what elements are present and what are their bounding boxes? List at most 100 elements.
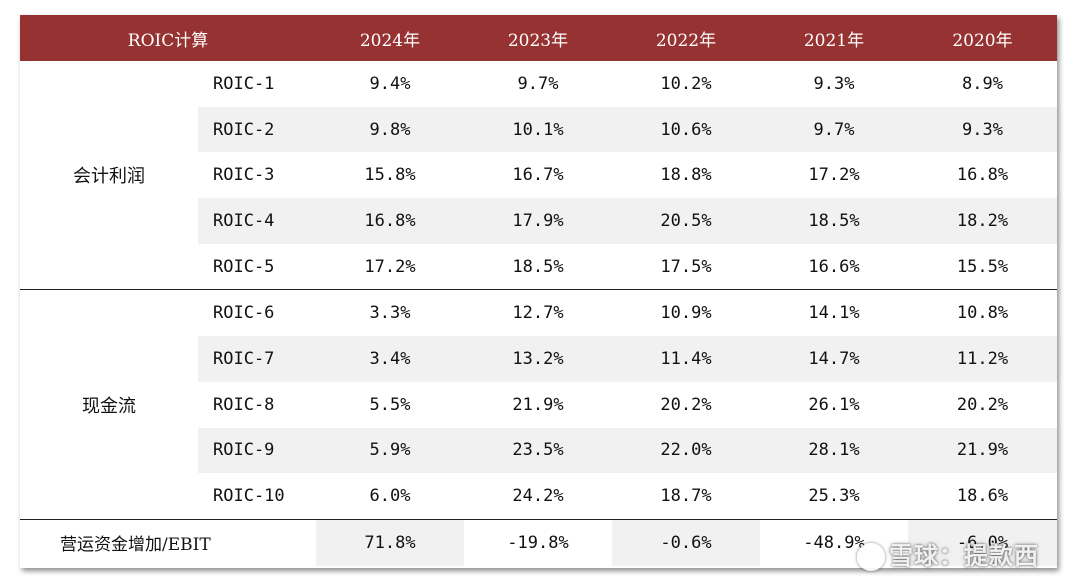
- value-cell: 20.5%: [612, 198, 760, 244]
- table-row: ROIC-9 5.9% 23.5% 22.0% 28.1% 21.9%: [20, 427, 1057, 474]
- year-header: 2020年: [908, 15, 1057, 61]
- value-cell: 20.2%: [660, 394, 712, 415]
- table-row: ROIC-5 17.2% 18.5% 17.5% 16.6% 15.5%: [20, 244, 1057, 290]
- table-row: 现金流 ROIC-6 3.3% 12.7% 10.9% 14.1% 10.8%: [20, 289, 1057, 520]
- value-cell: 10.9%: [612, 289, 760, 337]
- value-cell: 15.5%: [956, 256, 1009, 277]
- value-cell: 5.9%: [316, 427, 464, 474]
- table-row: ROIC-10 6.0% 24.2% 18.7% 25.3% 18.6%: [20, 473, 1057, 519]
- value-cell: 20.2%: [956, 394, 1009, 415]
- value-cell: -48.9%: [760, 518, 908, 566]
- watermark: 雪球：提款西: [857, 536, 1039, 571]
- table-row: ROIC-3 15.8% 16.7% 18.8% 17.2% 16.8%: [20, 152, 1057, 198]
- row-label-text: ROIC-6: [213, 303, 275, 324]
- value-cell: 18.8%: [660, 165, 712, 186]
- row-label: ROIC-4: [198, 198, 316, 244]
- table-row: ROIC-4 16.8% 17.9% 20.5% 18.5% 18.2%: [20, 198, 1057, 244]
- row-label-text: ROIC-10: [213, 486, 285, 507]
- value-cell: 15.8%: [364, 165, 416, 186]
- group-label: 会计利润: [20, 61, 198, 290]
- value-cell: 18.7%: [660, 486, 712, 507]
- value-cell: 11.4%: [612, 336, 760, 382]
- roic-table: ROIC计算 2024年 2023年 2022年 2021年 2020年 会计利…: [20, 15, 1057, 566]
- row-label: ROIC-9: [198, 427, 316, 474]
- value-cell: 16.6%: [808, 256, 860, 277]
- value-cell: -6.0%: [908, 518, 1057, 566]
- value-cell: 18.6%: [956, 486, 1009, 507]
- value-cell: 17.2%: [364, 256, 416, 277]
- snowball-logo-icon: [857, 543, 885, 571]
- roic-table-frame: ROIC计算 2024年 2023年 2022年 2021年 2020年 会计利…: [20, 15, 1057, 568]
- value-cell: 9.7%: [760, 106, 908, 153]
- value-cell: 9.3%: [908, 106, 1057, 153]
- row-label: ROIC-3: [198, 152, 316, 198]
- value-cell: 26.1%: [808, 394, 860, 415]
- value-cell: 3.3%: [316, 289, 464, 337]
- row-label: ROIC-8: [198, 382, 316, 428]
- year-header: 2023年: [464, 15, 612, 61]
- value-cell: 24.2%: [512, 486, 564, 507]
- row-label: ROIC-2: [198, 106, 316, 153]
- value-cell: 3.4%: [316, 336, 464, 382]
- value-cell: 21.9%: [512, 394, 564, 415]
- value-cell: 8.9%: [962, 73, 1003, 94]
- value-cell: 13.2%: [464, 336, 612, 382]
- row-label-text: ROIC-3: [213, 165, 275, 186]
- value-cell: 9.8%: [316, 106, 464, 153]
- value-cell: 16.7%: [512, 165, 564, 186]
- row-label: ROIC-10: [198, 473, 316, 519]
- table-row: ROIC-2 9.8% 10.1% 10.6% 9.7% 9.3%: [20, 106, 1057, 153]
- row-label-text: ROIC-1: [213, 73, 275, 94]
- year-header: 2024年: [316, 15, 464, 61]
- year-header: 2022年: [612, 15, 760, 61]
- value-cell: 14.1%: [760, 289, 908, 337]
- row-label-text: ROIC-4: [213, 210, 275, 231]
- value-cell: 22.0%: [612, 427, 760, 474]
- value-cell: 17.9%: [464, 198, 612, 244]
- header-row: ROIC计算 2024年 2023年 2022年 2021年 2020年: [20, 15, 1057, 61]
- table-row: 会计利润 ROIC-1 9.4% 9.7% 10.2% 9.3% 8.9%: [20, 61, 1057, 290]
- row-label: ROIC-1: [198, 61, 316, 107]
- value-cell: 23.5%: [464, 427, 612, 474]
- value-cell: 16.8%: [316, 198, 464, 244]
- table-title: ROIC计算: [20, 15, 316, 61]
- value-cell: 11.2%: [908, 336, 1057, 382]
- value-cell: 17.2%: [808, 165, 860, 186]
- footer-row: 营运资金增加/EBIT 71.8% -19.8% -0.6% -48.9% -6.0%: [20, 518, 1057, 566]
- value-cell: 9.4%: [369, 73, 411, 94]
- value-cell: -0.6%: [612, 518, 760, 566]
- value-cell: 14.7%: [760, 336, 908, 382]
- value-cell: 10.6%: [612, 106, 760, 153]
- row-label: ROIC-5: [198, 244, 316, 290]
- value-cell: 5.5%: [369, 394, 411, 415]
- row-label-text: ROIC-2: [213, 119, 275, 140]
- value-cell: 10.2%: [660, 73, 712, 94]
- row-label: ROIC-6: [198, 289, 316, 337]
- value-cell: 10.8%: [908, 289, 1057, 337]
- year-header: 2021年: [760, 15, 908, 61]
- value-cell: 9.3%: [813, 73, 855, 94]
- value-cell: 18.5%: [512, 256, 564, 277]
- value-cell: 25.3%: [808, 486, 860, 507]
- value-cell: 12.7%: [464, 289, 612, 337]
- table-row: ROIC-7 3.4% 13.2% 11.4% 14.7% 11.2%: [20, 336, 1057, 382]
- value-cell: 18.5%: [760, 198, 908, 244]
- table-row: ROIC-8 5.5% 21.9% 20.2% 26.1% 20.2%: [20, 382, 1057, 428]
- value-cell: 16.8%: [956, 165, 1009, 186]
- value-cell: 71.8%: [316, 518, 464, 566]
- value-cell: 21.9%: [908, 427, 1057, 474]
- value-cell: 18.2%: [908, 198, 1057, 244]
- row-label-text: ROIC-7: [213, 348, 275, 369]
- row-label: ROIC-7: [198, 336, 316, 382]
- value-cell: 17.5%: [660, 256, 712, 277]
- value-cell: 28.1%: [760, 427, 908, 474]
- row-label-text: ROIC-8: [213, 394, 275, 415]
- value-cell: 9.7%: [517, 73, 559, 94]
- row-label-text: ROIC-5: [213, 256, 275, 277]
- watermark-text: 雪球：提款西: [889, 542, 1039, 570]
- group-label: 现金流: [20, 289, 198, 520]
- footer-label: 营运资金增加/EBIT: [20, 518, 316, 566]
- value-cell: 10.1%: [464, 106, 612, 153]
- row-label-text: ROIC-9: [213, 440, 275, 461]
- value-cell: 6.0%: [369, 486, 411, 507]
